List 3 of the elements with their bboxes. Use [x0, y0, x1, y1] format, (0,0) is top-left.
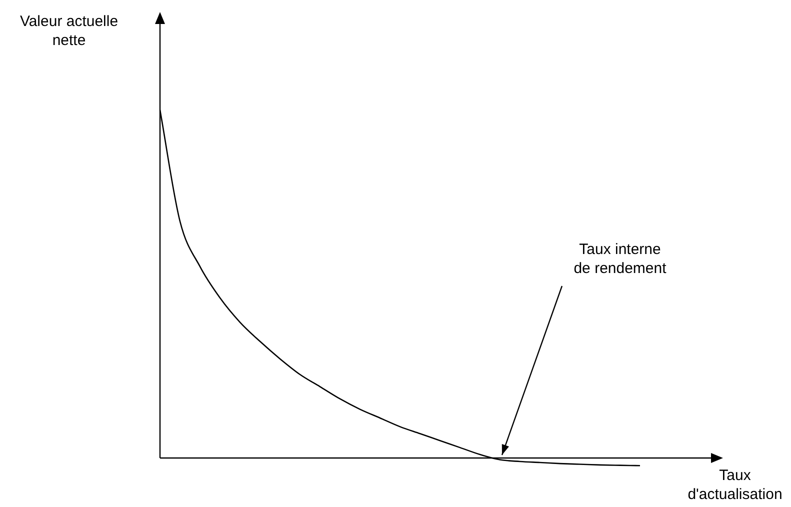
y-axis-title: Valeur actuelle nette	[20, 13, 118, 49]
annotation: Taux interne de rendement	[574, 240, 668, 277]
x-axis-title: Taux d'actualisation	[688, 467, 782, 503]
